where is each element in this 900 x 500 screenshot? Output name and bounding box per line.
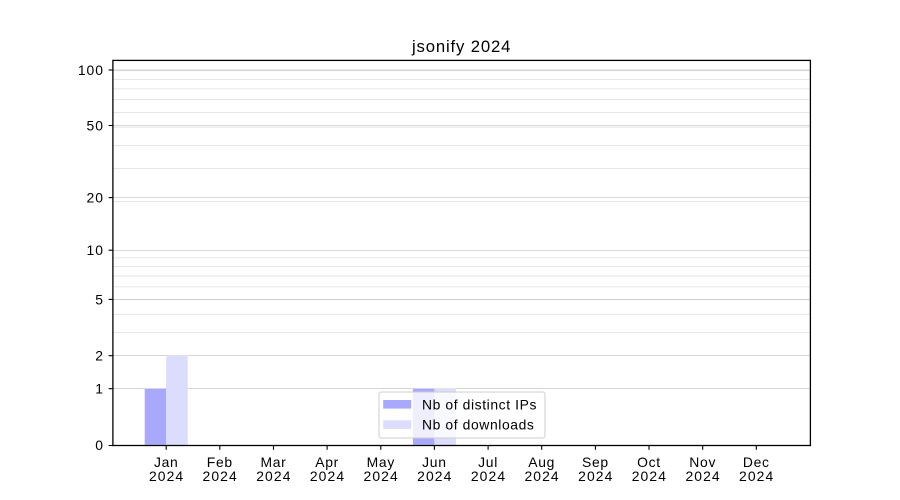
svg-text:Nb of downloads: Nb of downloads: [422, 417, 534, 433]
svg-text:2024: 2024: [417, 468, 452, 484]
svg-text:Nb of distinct IPs: Nb of distinct IPs: [422, 396, 537, 412]
svg-text:May: May: [367, 454, 395, 470]
svg-text:2024: 2024: [256, 468, 291, 484]
svg-text:2: 2: [95, 348, 104, 364]
svg-text:Mar: Mar: [260, 454, 286, 470]
svg-text:2024: 2024: [524, 468, 559, 484]
svg-text:2024: 2024: [471, 468, 506, 484]
svg-text:Oct: Oct: [637, 454, 661, 470]
svg-text:2024: 2024: [739, 468, 774, 484]
svg-text:2024: 2024: [310, 468, 345, 484]
svg-text:2024: 2024: [364, 468, 399, 484]
svg-text:50: 50: [87, 118, 104, 134]
svg-text:20: 20: [87, 190, 104, 206]
svg-text:Jan: Jan: [154, 454, 179, 470]
svg-text:Feb: Feb: [207, 454, 233, 470]
svg-text:2024: 2024: [149, 468, 184, 484]
svg-text:10: 10: [87, 242, 104, 258]
svg-text:Aug: Aug: [528, 454, 555, 470]
svg-text:2024: 2024: [578, 468, 613, 484]
svg-text:jsonify 2024: jsonify 2024: [411, 37, 511, 56]
svg-text:2024: 2024: [203, 468, 238, 484]
svg-text:Nov: Nov: [689, 454, 716, 470]
svg-text:Jun: Jun: [422, 454, 447, 470]
svg-text:0: 0: [95, 437, 104, 453]
svg-text:5: 5: [95, 291, 104, 307]
svg-text:1: 1: [95, 381, 104, 397]
svg-text:Dec: Dec: [743, 454, 770, 470]
svg-text:2024: 2024: [632, 468, 667, 484]
svg-text:Sep: Sep: [582, 454, 609, 470]
svg-text:2024: 2024: [685, 468, 720, 484]
svg-text:Apr: Apr: [315, 454, 339, 470]
svg-text:100: 100: [78, 62, 104, 78]
svg-text:Jul: Jul: [478, 454, 498, 470]
